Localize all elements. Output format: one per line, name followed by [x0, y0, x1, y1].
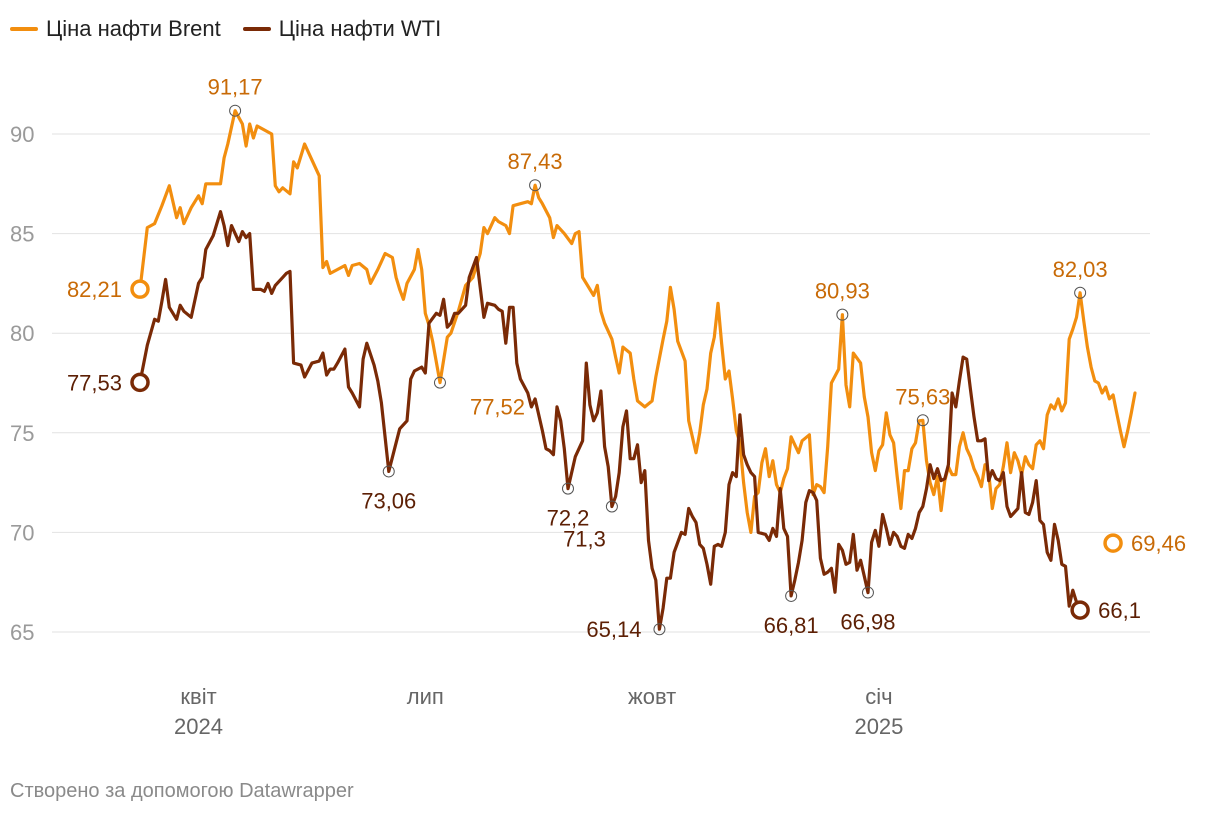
legend-item-brent: Ціна нафти Brent	[10, 16, 221, 42]
annotation-marker-8	[653, 623, 666, 636]
endpoint-marker-0	[130, 279, 150, 299]
x-tick-label-1: лип	[407, 684, 444, 709]
annotation-marker-13	[1074, 286, 1087, 299]
annotation-marker-7	[605, 500, 618, 513]
annotation-marker-2	[229, 104, 242, 117]
annotation-marker-10	[785, 589, 798, 602]
legend: Ціна нафти Brent Ціна нафти WTI	[10, 16, 441, 42]
data-label-2: 91,17	[208, 75, 263, 100]
annotation-marker-4	[433, 376, 446, 389]
data-label-0: 82,21	[67, 277, 122, 302]
data-label-3: 73,06	[361, 488, 416, 513]
y-tick-label-75: 75	[10, 421, 34, 446]
x-tick-year-0: 2024	[174, 714, 223, 739]
x-tick-year-3: 2025	[854, 714, 903, 739]
x-tick-label-0: квіт	[180, 684, 216, 709]
endpoint-marker-15	[1070, 600, 1090, 620]
legend-label-brent: Ціна нафти Brent	[46, 16, 221, 41]
annotation-marker-5	[529, 179, 542, 192]
y-tick-label-70: 70	[10, 520, 34, 545]
endpoint-marker-1	[130, 372, 150, 393]
data-label-6: 72,2	[547, 506, 590, 531]
y-tick-label-90: 90	[10, 122, 34, 147]
x-tick-label-2: жовт	[628, 684, 676, 709]
y-tick-label-80: 80	[10, 321, 34, 346]
y-tick-label-65: 65	[10, 620, 34, 645]
endpoint-marker-14	[1103, 533, 1123, 553]
series-line-wti	[138, 210, 1082, 631]
data-label-12: 66,98	[840, 610, 895, 635]
data-label-7: 71,3	[563, 527, 606, 552]
annotation-marker-11	[916, 414, 929, 427]
data-label-15: 66,1	[1098, 598, 1141, 623]
data-label-8: 65,14	[586, 617, 641, 642]
x-tick-label-3: січ	[865, 684, 892, 709]
legend-swatch-brent	[10, 27, 38, 31]
data-label-5: 87,43	[508, 149, 563, 174]
data-label-10: 66,81	[764, 613, 819, 638]
credit-footer: Створено за допомогою Datawrapper	[10, 780, 354, 802]
data-label-14: 69,46	[1131, 531, 1186, 556]
legend-item-wti: Ціна нафти WTI	[242, 16, 442, 42]
data-label-13: 82,03	[1053, 257, 1108, 282]
line-chart: 65 70 75 80 85 90 квіт 2024 лип жовт січ 2025 82,21 7…	[10, 75, 1186, 739]
y-tick-label-85: 85	[10, 222, 34, 247]
data-label-1: 77,53	[67, 370, 122, 395]
legend-label-wti: Ціна нафти WTI	[278, 16, 442, 41]
data-label-4: 77,52	[470, 395, 525, 420]
data-label-11: 75,63	[895, 384, 950, 409]
annotation-marker-3	[382, 465, 395, 478]
annotation-marker-6	[561, 482, 574, 495]
annotation-marker-12	[861, 586, 874, 599]
data-label-9: 80,93	[815, 279, 870, 304]
series-line-brent	[138, 109, 1137, 534]
annotation-marker-9	[836, 308, 849, 321]
legend-swatch-wti	[242, 27, 271, 31]
